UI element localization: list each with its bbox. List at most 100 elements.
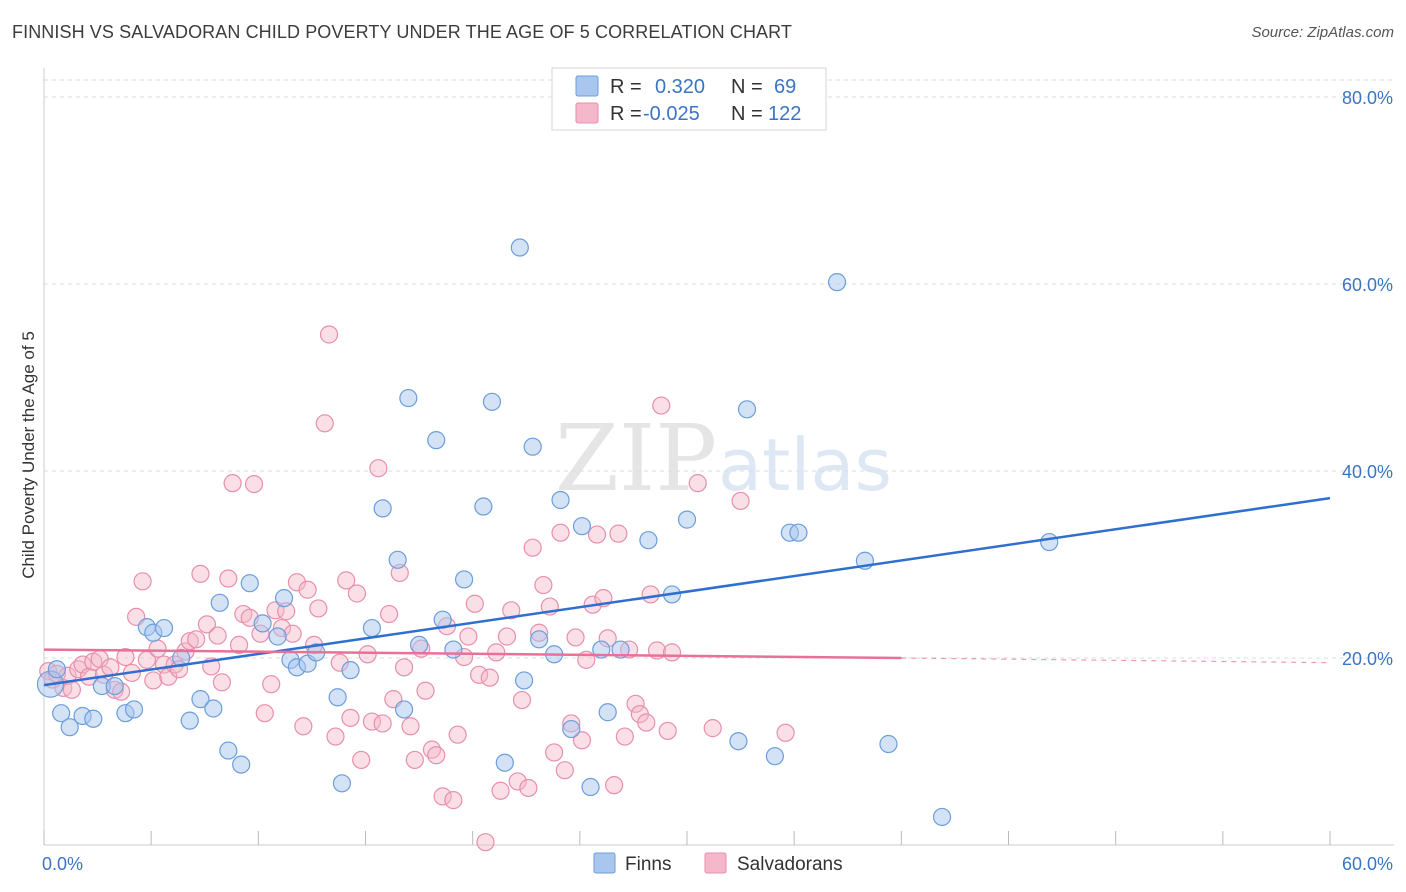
watermark: ZIP atlas [555,405,892,512]
finns-point [388,550,407,569]
salvadorans-point [572,731,592,750]
finns-point [879,734,898,754]
finns-point [495,753,514,772]
finns-point [729,732,748,751]
salvadorans-trend-extension [901,657,1331,664]
y-tick-label: 80.0% [1342,88,1393,108]
salvadorans-point [433,787,452,806]
finns-point [124,700,144,719]
tick-labels: 20.0% 40.0% 60.0% 80.0% 0.0% 60.0% [42,88,1393,874]
finns-point [52,704,71,723]
salvadorans-point [551,523,570,542]
finns-point [253,614,272,633]
finns-point [454,570,474,589]
bottom-legend-finns-swatch [593,852,616,874]
watermark-atlas: atlas [718,423,892,507]
finns-point [639,531,658,550]
finns-point [240,574,259,593]
legend-finns-r-value: 0.320 [655,76,705,98]
finns-point [827,273,847,292]
finns-point [427,431,446,450]
legend-finns-n-value: 69 [774,76,796,98]
salvadorans-point [283,624,302,643]
salvadorans-point [609,524,628,543]
salvadorans-point [326,727,345,746]
salvadorans-point [373,714,392,733]
salvadorans-point [731,491,750,511]
salvadorans-point [187,630,206,649]
salvadorans-point [298,580,317,599]
salvadorans-point [703,719,722,738]
salvadorans-point [519,778,538,798]
salvadorans-point [148,639,167,658]
finns-point [332,774,352,793]
finns-point [210,593,229,612]
salvadorans-point [641,585,660,604]
salvadorans-point [688,474,707,493]
legend-salvadorans-swatch [575,102,599,124]
salvadorans-point [309,599,328,618]
legend-salvadorans-r-label: R = [610,103,642,125]
finns-point [598,703,617,722]
finns-point [409,635,429,655]
trend-lines [43,496,1331,687]
bottom-legend-salvadorans-swatch [704,852,727,874]
salvadorans-point [116,647,135,667]
salvadorans-point [416,681,435,700]
finns-point [932,807,952,827]
finns-points [36,238,1059,827]
salvadorans-point [555,761,574,780]
y-tick-label: 20.0% [1342,649,1393,669]
finns-point [515,671,534,690]
salvadorans-point [229,635,249,655]
finns-point [444,640,463,659]
salvadorans-point [294,717,313,736]
finns-point [180,711,199,730]
finns-point [530,630,549,649]
salvadorans-point [191,564,210,583]
finns-point [399,388,418,408]
finns-point [84,709,103,728]
salvadorans-point [144,671,163,690]
salvadorans-point [658,721,677,741]
legend-finns-n-label: N = [731,76,763,98]
watermark-zip: ZIP [555,405,717,512]
salvadorans-point [637,713,656,732]
salvadorans-point [208,626,227,645]
finns-point [219,741,238,760]
salvadorans-point [469,665,489,684]
series-legend: Finns Salvadorans [593,852,843,875]
salvadorans-point [197,615,216,634]
finns-point [373,499,392,518]
salvadorans-point [219,569,238,588]
correlation-legend: R = 0.320 N = 69 R = -0.025 N = 122 [551,67,827,131]
y-axis-title: Child Poverty Under the Age of 5 [19,331,38,579]
salvadorans-point [262,675,281,694]
finns-point [204,699,223,718]
salvadorans-point [394,658,414,677]
salvadorans-point [62,680,81,699]
source-label: Source: ZipAtlas.com [1251,24,1394,41]
salvadorans-point [662,643,682,662]
chart-title: FINNISH VS SALVADORAN CHILD POVERTY UNDE… [12,22,793,42]
finns-point [572,517,592,536]
salvadorans-point [497,627,517,646]
salvadorans-point [465,594,484,613]
bottom-legend-salvadorans-label: Salvadorans [737,854,843,875]
salvadorans-point [491,781,510,800]
salvadorans-point [401,717,420,736]
salvadorans-point [212,673,231,692]
salvadorans-point [652,396,671,415]
axes [43,68,1394,846]
salvadorans-point [405,750,424,770]
salvadorans-point [534,575,553,595]
salvadorans-point [347,584,367,603]
salvadorans-point [352,750,371,770]
finns-point [523,437,542,456]
finns-point [60,718,79,737]
finns-point [328,688,347,707]
salvadorans-point [480,668,499,687]
finns-point [677,510,697,529]
legend-salvadorans-n-value: 122 [768,103,801,125]
